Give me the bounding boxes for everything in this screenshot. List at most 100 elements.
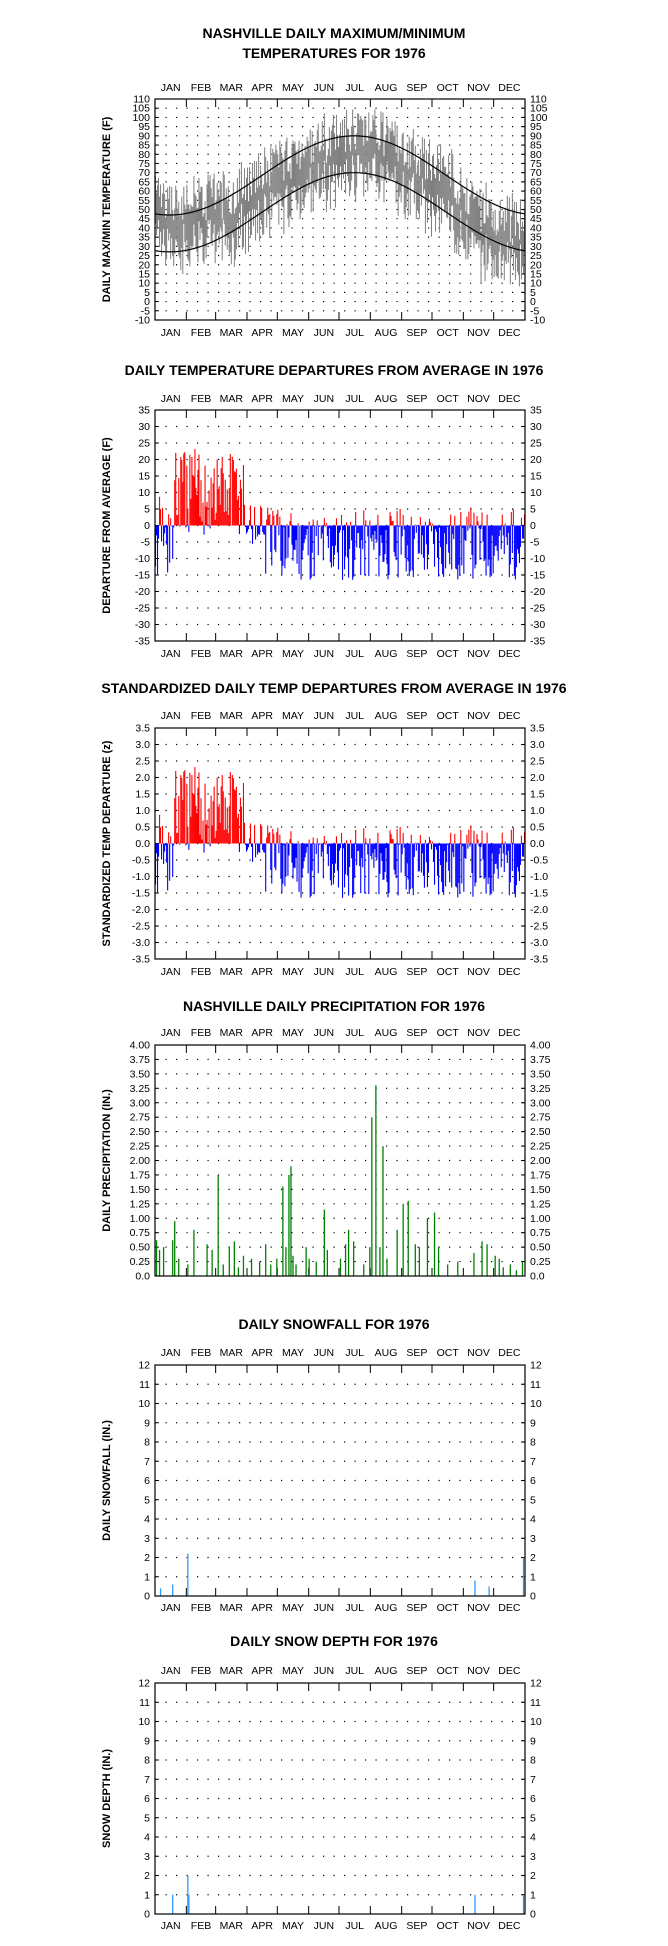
y-tick-label: -20: [530, 586, 545, 598]
month-label: JUN: [314, 327, 334, 339]
month-label: MAR: [220, 1347, 244, 1359]
month-label: FEB: [191, 1920, 211, 1932]
y-tick-label: -25: [135, 603, 150, 615]
y-tick-label: 0: [144, 1909, 150, 1921]
y-tick-label: 20: [530, 259, 542, 271]
y-tick-label: 65: [138, 176, 150, 188]
y-tick-label: 3.00: [130, 1097, 151, 1109]
y-tick-label: 6: [530, 1793, 536, 1805]
y-tick-label: -15: [135, 570, 150, 582]
y-tick-label: 0.0: [135, 838, 150, 850]
y-tick-label: 1: [530, 1889, 536, 1901]
y-tick-label: 25: [138, 438, 150, 450]
y-tick-label: -2.0: [132, 904, 150, 916]
y-tick-label: 6: [530, 1475, 536, 1487]
y-tick-label: 4: [530, 1514, 536, 1526]
y-tick-label: 4: [144, 1514, 150, 1526]
month-label: SEP: [406, 1347, 427, 1359]
y-tick-label: 35: [530, 232, 542, 244]
y-tick-label: 1.50: [530, 1184, 551, 1196]
y-tick-label: 30: [138, 421, 150, 433]
y-tick-label: 25: [138, 250, 150, 262]
month-label: DEC: [498, 1602, 521, 1614]
y-tick-label: 4.00: [530, 1040, 551, 1052]
y-axis-label: DAILY PRECIPITATION (IN.): [101, 1089, 113, 1232]
month-label: MAR: [220, 1027, 244, 1039]
y-tick-label: 2.0: [530, 772, 545, 784]
month-label: OCT: [437, 1602, 460, 1614]
y-axis-label: SNOW DEPTH (IN.): [101, 1749, 113, 1848]
y-tick-label: 8: [144, 1437, 150, 1449]
y-tick-label: 35: [530, 405, 542, 417]
y-tick-label: 11: [139, 1697, 150, 1709]
y-tick-label: 3: [144, 1851, 150, 1863]
y-tick-label: 3.50: [530, 1068, 551, 1080]
month-label: OCT: [437, 82, 460, 94]
y-tick-label: 1.00: [530, 1213, 551, 1225]
month-label: MAR: [220, 327, 244, 339]
y-tick-label: 1: [530, 1571, 536, 1583]
month-label: MAY: [282, 1665, 304, 1677]
month-label: AUG: [375, 327, 398, 339]
month-label: JAN: [161, 710, 181, 722]
month-label: OCT: [437, 393, 460, 405]
y-tick-label: 1.75: [130, 1169, 151, 1181]
y-tick-label: 3.5: [530, 723, 545, 735]
chart-snowdepth: DAILY SNOW DEPTH FOR 1976 JAN FEB MAR APR MAY…: [101, 1633, 542, 1932]
y-tick-label: 4: [144, 1832, 150, 1844]
month-label: OCT: [437, 1665, 460, 1677]
y-tick-label: 12: [138, 1678, 150, 1690]
y-tick-label: 0.5: [530, 822, 545, 834]
y-axis-label: DAILY SNOWFALL (IN.): [101, 1420, 113, 1541]
month-label: MAY: [282, 966, 304, 978]
y-tick-label: 85: [138, 140, 150, 152]
month-label: MAR: [220, 1665, 244, 1677]
month-label: AUG: [375, 1027, 398, 1039]
data-marks: [155, 449, 525, 580]
month-label: SEP: [406, 1602, 427, 1614]
data-marks: [155, 109, 525, 287]
y-tick-label: 3.5: [135, 723, 150, 735]
month-label: OCT: [437, 710, 460, 722]
y-tick-label: -1.0: [132, 871, 150, 883]
y-tick-label: 0.0: [530, 1271, 545, 1283]
y-tick-label: 4: [530, 1832, 536, 1844]
y-tick-label: -15: [530, 570, 545, 582]
month-label: JUN: [314, 82, 334, 94]
y-tick-label: 10: [530, 1716, 542, 1728]
y-tick-label: -10: [530, 315, 545, 327]
month-label: JUN: [314, 710, 334, 722]
month-label: JAN: [161, 82, 181, 94]
y-tick-label: 45: [530, 213, 542, 225]
y-tick-label: 1.5: [530, 789, 545, 801]
month-label: JUL: [345, 1347, 364, 1359]
y-tick-label: -3.5: [132, 954, 150, 966]
month-label: OCT: [437, 1920, 460, 1932]
y-tick-label: -10: [135, 553, 150, 565]
y-tick-label: 55: [530, 195, 542, 207]
y-tick-label: 11: [530, 1697, 541, 1709]
y-tick-label: 100: [132, 112, 150, 124]
y-tick-label: 6: [144, 1475, 150, 1487]
month-label: JUL: [345, 327, 364, 339]
y-tick-label: 12: [530, 1678, 542, 1690]
month-label: JUL: [345, 1665, 364, 1677]
y-tick-label: 30: [138, 241, 150, 253]
month-label: APR: [251, 1347, 273, 1359]
y-tick-label: 1.0: [530, 805, 545, 817]
month-label: DEC: [498, 966, 521, 978]
month-label: FEB: [191, 393, 211, 405]
y-tick-label: 45: [138, 213, 150, 225]
y-tick-label: 7: [144, 1456, 150, 1468]
month-label: APR: [251, 1920, 273, 1932]
month-label: APR: [251, 82, 273, 94]
y-tick-label: 2.00: [530, 1155, 551, 1167]
month-label: MAY: [282, 327, 304, 339]
month-label: JUN: [314, 1027, 334, 1039]
month-label: OCT: [437, 648, 460, 660]
y-tick-label: 3.75: [130, 1054, 151, 1066]
y-tick-label: 5: [144, 504, 150, 516]
month-label: JUN: [314, 393, 334, 405]
month-label: SEP: [406, 82, 427, 94]
